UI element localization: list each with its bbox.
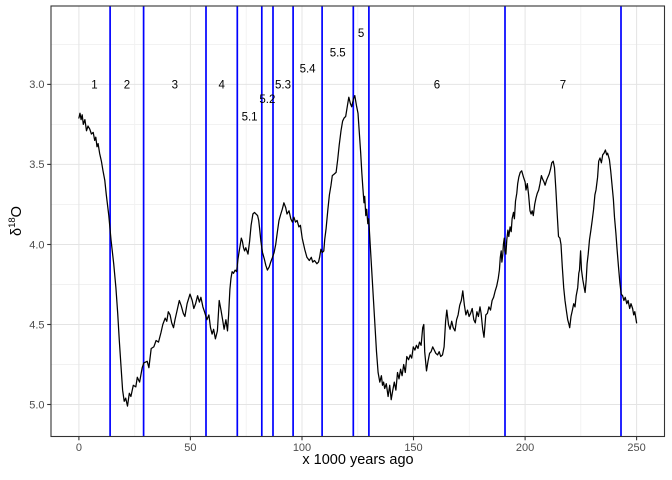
y-axis-title-delta: δ	[8, 227, 25, 236]
stage-label: 3	[172, 79, 178, 91]
y-tick-label: 3.5	[29, 159, 44, 171]
stage-label: 6	[434, 79, 440, 91]
x-tick-label: 0	[76, 442, 82, 454]
x-tick-label: 150	[404, 442, 422, 454]
panel-border	[50, 5, 666, 438]
y-axis-title-superscript: 18	[7, 217, 18, 228]
stage-label: 2	[124, 79, 130, 91]
y-tick-label: 4.5	[29, 319, 44, 331]
stage-label: 4	[218, 79, 225, 91]
x-tick-label: 100	[293, 442, 311, 454]
y-axis-title-element: O	[8, 206, 25, 218]
stage-label: 5.2	[259, 94, 275, 106]
stage-label: 5	[358, 28, 364, 40]
y-tick-label: 3.0	[29, 79, 44, 91]
y-tick-label: 4.0	[29, 239, 44, 251]
stage-label: 1	[91, 79, 97, 91]
stage-label: 5.5	[330, 47, 346, 59]
x-tick-label: 250	[627, 442, 645, 454]
x-tick-label: 200	[516, 442, 534, 454]
stage-label: 5.4	[300, 63, 317, 75]
stage-label: 5.3	[275, 79, 291, 91]
isotope-curve	[78, 94, 638, 407]
x-tick-label: 50	[184, 442, 196, 454]
y-axis-title: δ18O	[7, 171, 27, 271]
x-axis-title: x 1000 years ago	[302, 452, 414, 468]
stage-label: 7	[560, 79, 566, 91]
y-tick-label: 5.0	[29, 399, 44, 411]
stage-label: 5.1	[242, 111, 258, 123]
